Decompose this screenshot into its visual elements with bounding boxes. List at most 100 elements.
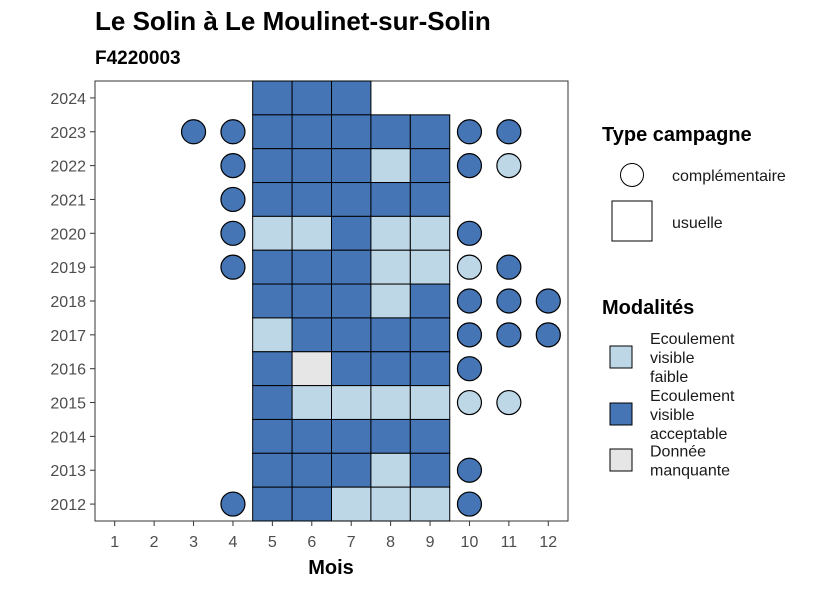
legend-modalites: Ecoulement visible faible Ecoulement visible… — [609, 331, 735, 480]
x-tick-label-6: 6 — [307, 534, 316, 551]
x-tick-label-7: 7 — [347, 534, 356, 551]
cell-2013-05-square — [252, 452, 293, 488]
cell-2019-11-circle — [496, 254, 522, 280]
cell-2020-06-square — [291, 215, 333, 251]
y-tick-label-2015: 2015 — [50, 396, 86, 413]
cell-2022-10-circle — [456, 153, 483, 179]
y-tick-label-2019: 2019 — [50, 260, 86, 277]
x-axis: 1 2 3 4 5 6 7 8 9 10 11 12 — [110, 521, 557, 551]
cell-2018-07-square — [331, 283, 372, 319]
plot-marks — [180, 80, 561, 522]
cell-2012-08-square — [370, 486, 411, 522]
cell-2015-08-square — [370, 385, 411, 420]
cell-2015-05-square — [252, 385, 293, 420]
cell-2022-04-circle — [220, 153, 246, 179]
cell-2024-07-square — [331, 80, 372, 116]
cell-2017-09-square — [409, 317, 451, 353]
cell-2023-04-circle — [220, 119, 246, 145]
y-tick-label-2018: 2018 — [50, 294, 86, 311]
cell-2015-07-square — [331, 385, 372, 420]
y-tick-label-2013: 2013 — [50, 463, 86, 480]
x-tick-label-8: 8 — [386, 534, 395, 551]
cell-2015-11-circle — [496, 389, 522, 416]
cell-2012-09-square — [409, 486, 451, 522]
cell-2014-07-square — [331, 418, 372, 454]
y-tick-label-2016: 2016 — [50, 362, 86, 379]
legend-swatch-3 — [609, 448, 633, 472]
y-tick-label-2022: 2022 — [50, 159, 86, 176]
cell-2023-11-circle — [496, 119, 522, 145]
legend-swatch-1 — [609, 345, 633, 369]
x-tick-label-12: 12 — [539, 534, 557, 551]
cell-2023-10-circle — [456, 119, 483, 145]
cell-2023-03-circle — [180, 119, 207, 145]
cell-2016-09-square — [409, 351, 451, 387]
x-tick-label-1: 1 — [110, 534, 119, 551]
cell-2021-09-square — [409, 182, 451, 217]
y-tick-label-2024: 2024 — [50, 91, 86, 108]
cell-2023-05-square — [252, 114, 293, 150]
cell-2018-05-square — [252, 283, 293, 319]
cell-2018-11-circle — [496, 288, 522, 314]
cell-2012-07-square — [331, 486, 372, 522]
cell-2015-06-square — [291, 385, 333, 420]
x-tick-label-4: 4 — [229, 534, 238, 551]
cell-2019-08-square — [370, 249, 411, 285]
cell-2018-10-circle — [456, 288, 483, 314]
legend-label-2-line-2: visible — [650, 407, 695, 424]
cell-2021-05-square — [252, 182, 293, 217]
cell-2020-05-square — [252, 215, 293, 251]
cell-2021-04-circle — [220, 186, 246, 213]
legend-square-icon — [611, 200, 653, 242]
cell-2021-08-square — [370, 182, 411, 217]
legend-label-1-line-1: Ecoulement — [650, 331, 735, 348]
cell-2024-06-square — [291, 80, 333, 116]
cell-2012-10-circle — [456, 491, 483, 517]
x-tick-label-3: 3 — [189, 534, 198, 551]
legend-label-3-line-2: manquante — [650, 463, 730, 480]
cell-2020-09-square — [409, 215, 451, 251]
cell-2020-07-square — [331, 215, 372, 251]
cell-2017-06-square — [291, 317, 333, 353]
chart-title: Le Solin à Le Moulinet-sur-Solin — [95, 6, 491, 36]
x-tick-label-2: 2 — [150, 534, 159, 551]
cell-2023-08-square — [370, 114, 411, 150]
cell-2019-05-square — [252, 249, 293, 285]
cell-2017-08-square — [370, 317, 411, 353]
legend-type-usuelle: usuelle — [672, 215, 723, 232]
cell-2019-06-square — [291, 249, 333, 285]
y-tick-label-2020: 2020 — [50, 226, 86, 243]
cell-2014-09-square — [409, 418, 451, 454]
cell-2023-09-square — [409, 114, 451, 150]
cell-2020-08-square — [370, 215, 411, 251]
legend-label-3-line-1: Donnée — [650, 444, 706, 461]
legend-label-1-line-2: visible — [650, 350, 695, 367]
cell-2022-07-square — [331, 148, 372, 184]
cell-2012-04-circle — [220, 491, 246, 517]
cell-2020-10-circle — [456, 220, 483, 246]
cell-2017-11-circle — [496, 322, 522, 348]
cell-2017-05-square — [252, 317, 293, 353]
cell-2019-10-circle — [456, 254, 483, 280]
y-tick-label-2012: 2012 — [50, 497, 86, 514]
cell-2016-07-square — [331, 351, 372, 387]
legend-modalites-title: Modalités — [602, 297, 694, 319]
legend-type-title: Type campagne — [602, 124, 752, 146]
cell-2021-07-square — [331, 182, 372, 217]
cell-2016-10-circle — [456, 356, 483, 382]
cell-2013-07-square — [331, 452, 372, 488]
cell-2023-07-square — [331, 114, 372, 150]
cell-2013-09-square — [409, 452, 451, 488]
cell-2014-08-square — [370, 418, 411, 454]
y-tick-label-2017: 2017 — [50, 328, 86, 345]
cell-2017-12-circle — [535, 322, 561, 348]
cell-2018-08-square — [370, 283, 411, 319]
cell-2017-07-square — [331, 317, 372, 353]
cell-2015-10-circle — [456, 389, 483, 416]
legend-label-2-line-3: acceptable — [650, 426, 727, 443]
cell-2016-05-square — [252, 351, 293, 387]
cell-2023-06-square — [291, 114, 333, 150]
cell-2013-10-circle — [456, 457, 483, 483]
cell-2014-06-square — [291, 418, 333, 454]
cell-2020-04-circle — [220, 220, 246, 246]
